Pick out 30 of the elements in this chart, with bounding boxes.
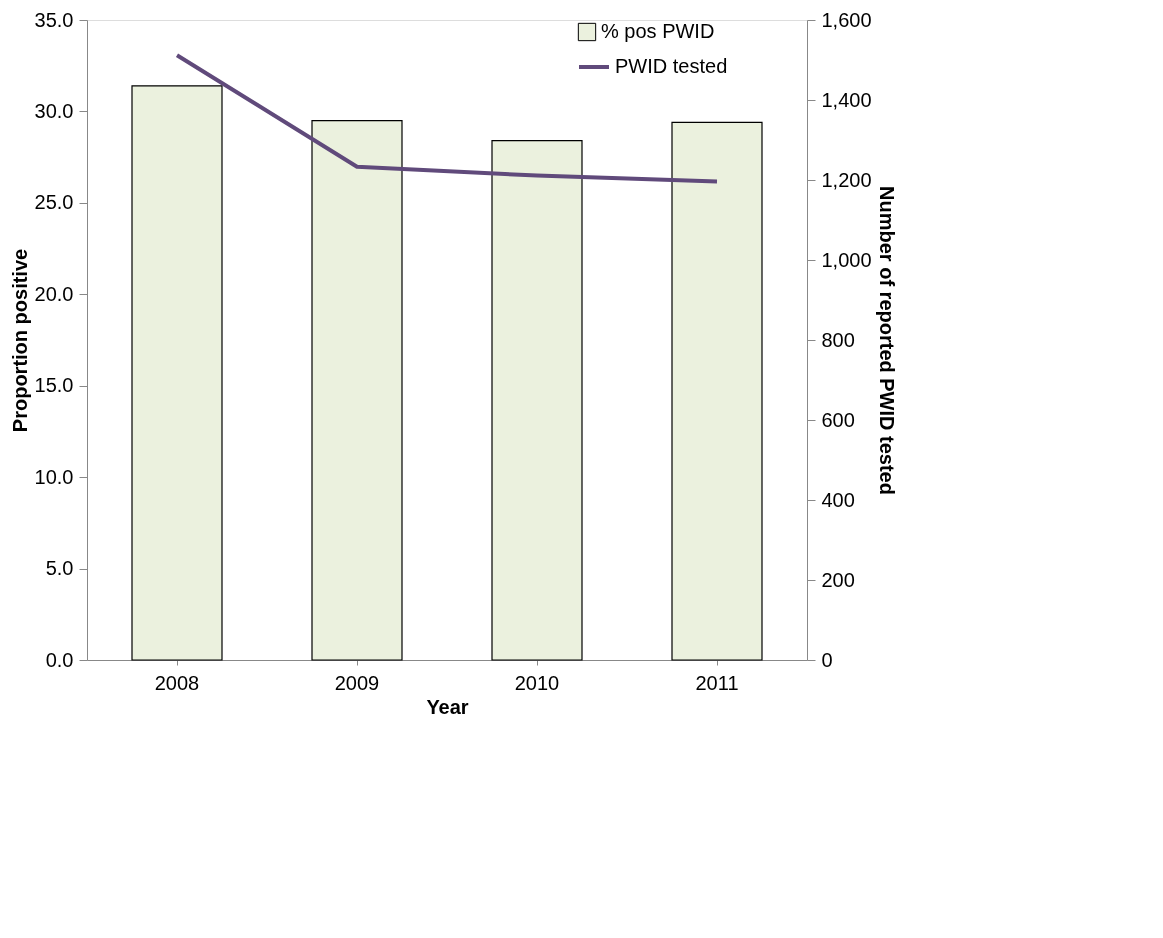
x-tick-label: 2008: [154, 671, 200, 694]
x-tick-label: 2009: [334, 671, 380, 694]
y-tick-label: 0.0: [45, 648, 74, 671]
legend-label: PWID tested: [615, 55, 728, 77]
x-tick-label: 2011: [695, 671, 739, 694]
bar: [311, 119, 403, 661]
y2-tick-label: 1,400: [821, 88, 872, 111]
legend-label: % pos PWID: [601, 20, 715, 42]
y2-tick-label: 600: [821, 408, 855, 431]
y2-tick-label: 1,000: [821, 248, 872, 271]
bar: [671, 121, 763, 661]
y2-tick-label: 0: [821, 648, 833, 671]
x-axis-title: Year: [426, 695, 469, 718]
y2-tick-label: 200: [821, 568, 855, 591]
y-tick-label: 10.0: [34, 465, 74, 488]
y-tick-label: 5.0: [45, 557, 74, 580]
y2-tick-label: 400: [821, 488, 855, 511]
y-axis-title: Proportion positive: [8, 248, 31, 433]
y-tick-label: 20.0: [34, 282, 74, 305]
bar: [491, 140, 583, 661]
y-tick-label: 35.0: [34, 8, 74, 31]
y-tick-label: 30.0: [34, 99, 74, 122]
y2-axis-title: Number of reported PWID tested: [875, 186, 898, 495]
x-tick-label: 2010: [514, 671, 560, 694]
y2-tick-label: 800: [821, 328, 855, 351]
y-tick-label: 15.0: [34, 374, 74, 397]
y2-tick-label: 1,600: [821, 8, 872, 31]
y-tick-label: 25.0: [34, 191, 74, 214]
y2-tick-label: 1,200: [821, 168, 872, 191]
bar: [131, 85, 223, 661]
